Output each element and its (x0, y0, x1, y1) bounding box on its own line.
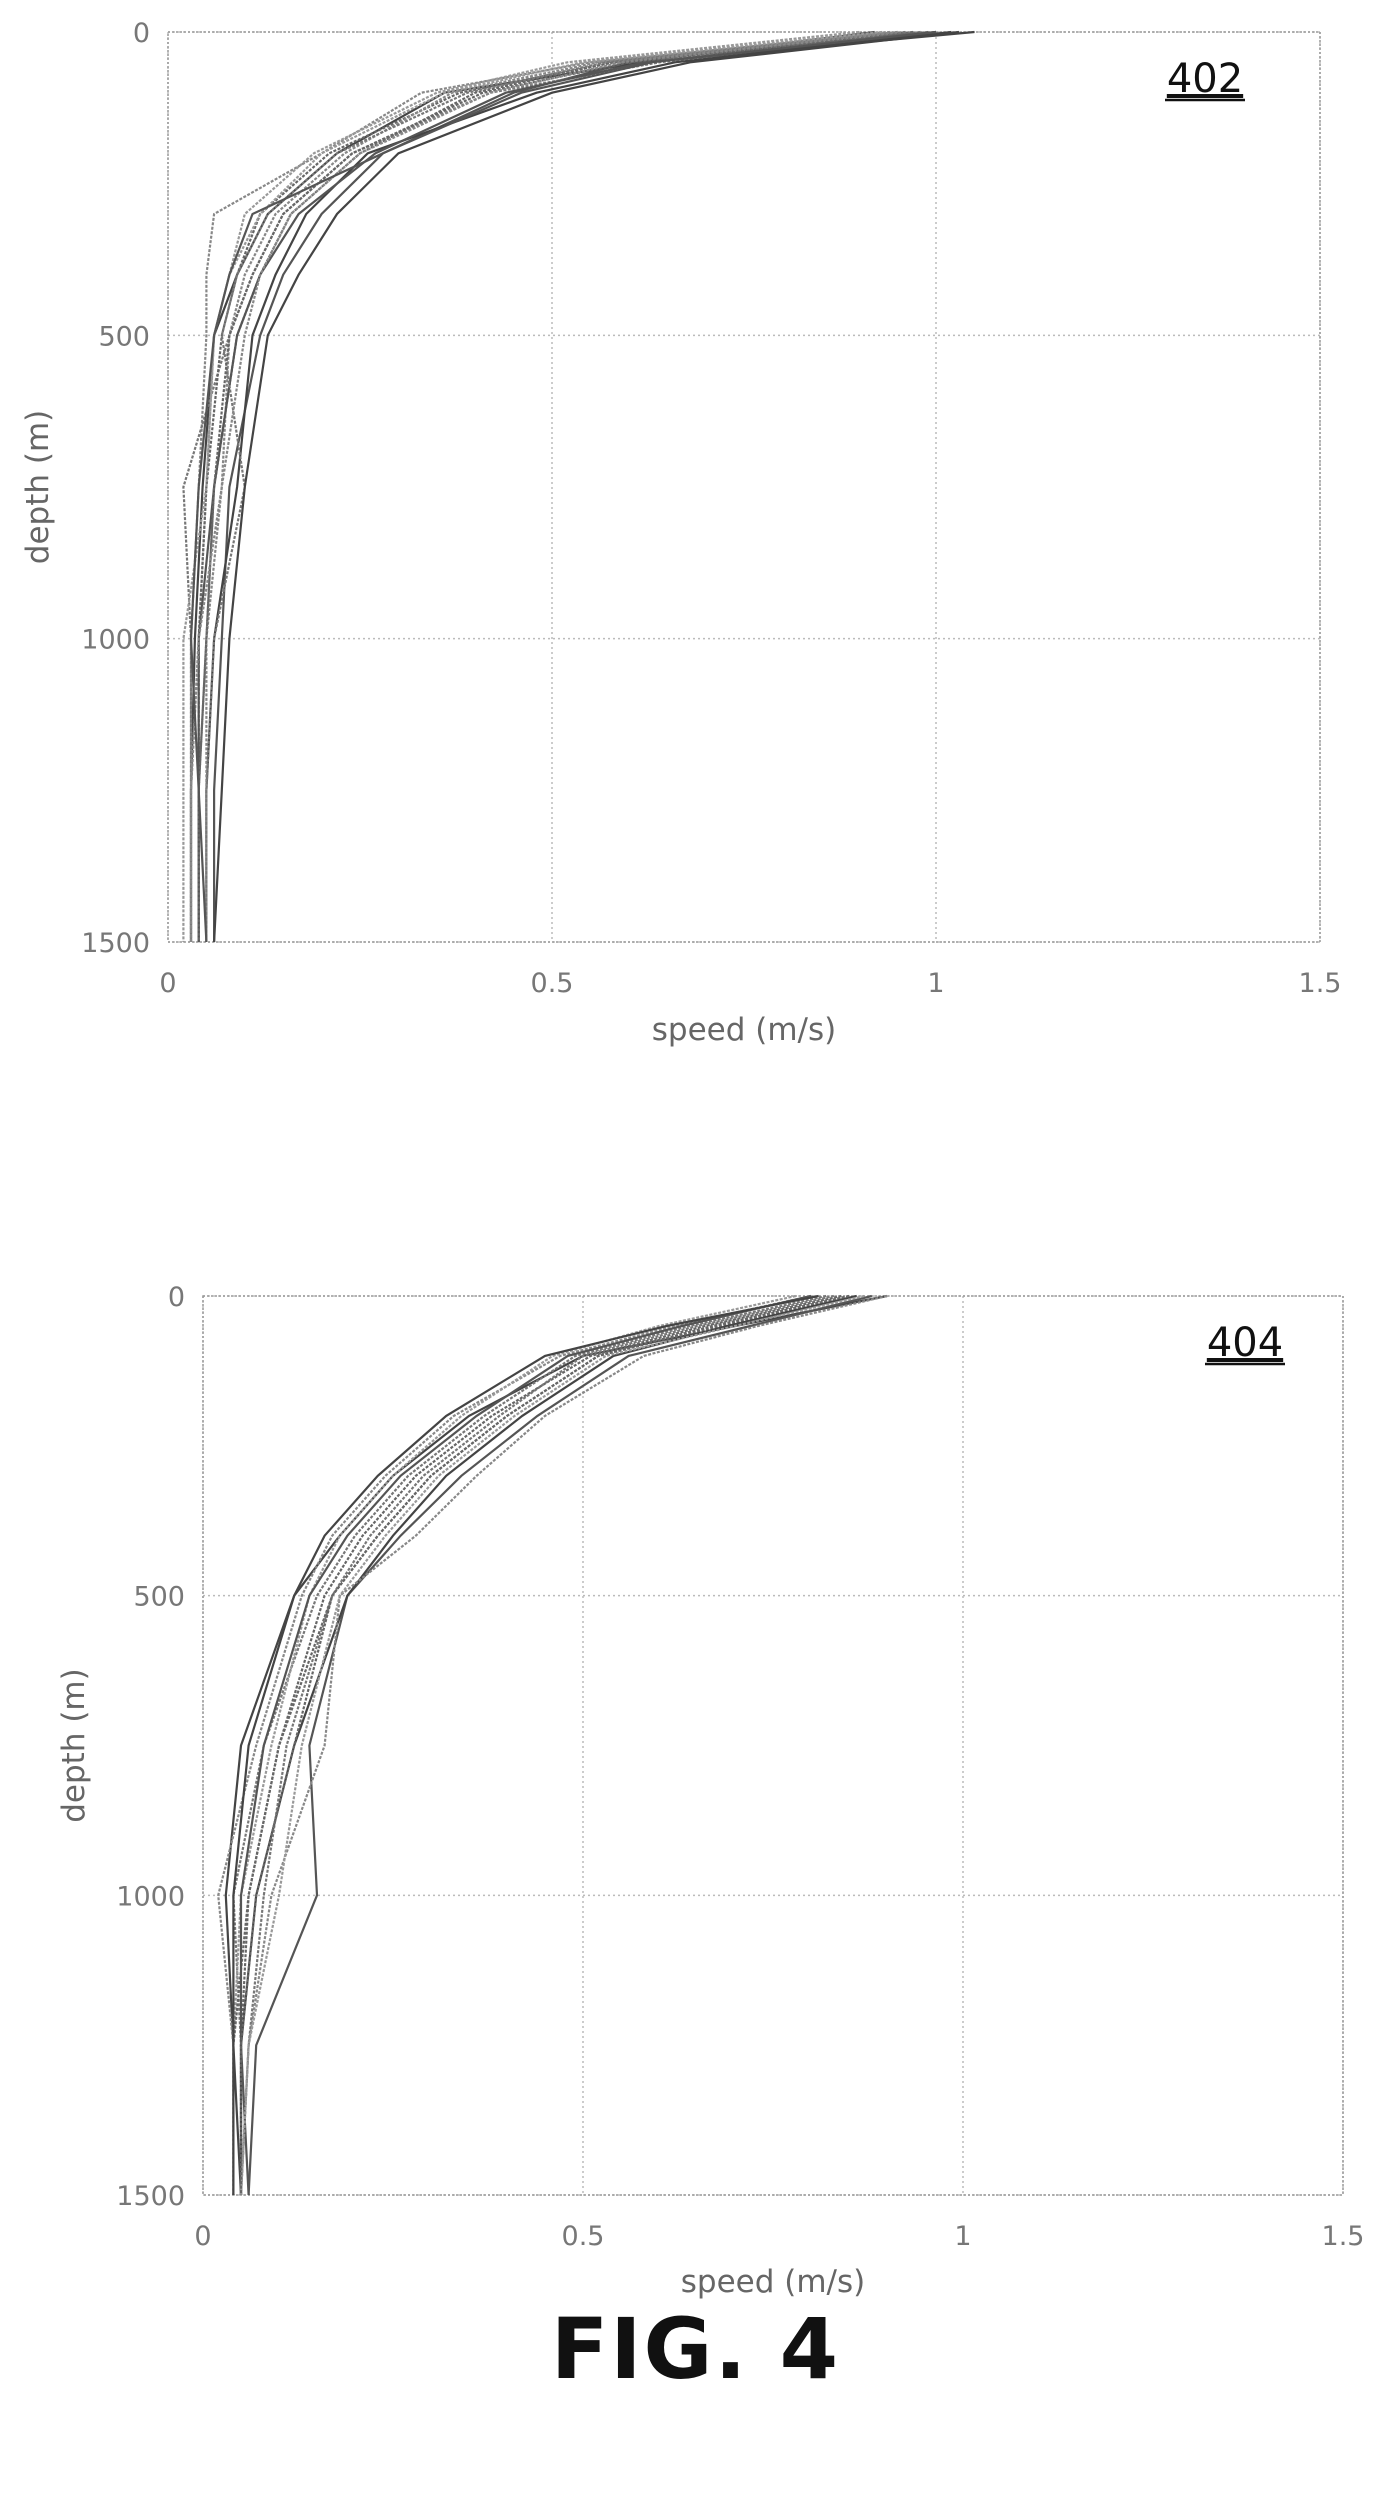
series-group (182, 30, 975, 943)
series-line (189, 30, 975, 942)
grid (167, 31, 1321, 943)
plot-frame (167, 31, 1321, 943)
chart-panel-402: 0 0.5 1 1.5 0 500 1000 1500 speed (m/s) depth (m)… (20, 18, 1341, 1048)
series-line (239, 1294, 835, 2196)
series-line (239, 1294, 888, 2196)
series-line (189, 30, 898, 942)
y-axis-label: depth (m) (20, 410, 56, 564)
series-line (205, 30, 891, 942)
series-line (232, 1294, 797, 2195)
grid (202, 1295, 1344, 2196)
series-line (232, 1294, 842, 2195)
y-tick-label: 0 (133, 18, 150, 49)
x-tick-label: 0.5 (562, 2221, 605, 2252)
series-line (182, 30, 883, 942)
x-tick-label: 0.5 (531, 968, 574, 999)
series-line (239, 1294, 857, 2195)
chart-panel-404: 0 0.5 1 1.5 0 500 1000 1500 speed (m/s) depth (m)… (56, 1282, 1364, 2300)
x-tick-label: 1 (954, 2221, 971, 2252)
series-line (232, 1294, 827, 2195)
y-tick-label: 1000 (81, 625, 150, 656)
panel-reference-number: 402 (1167, 56, 1243, 102)
series-line (217, 1294, 812, 2195)
series-line (197, 30, 937, 942)
plot-frame (202, 1295, 1344, 2196)
y-axis-label: depth (m) (56, 1668, 92, 1822)
figure-caption: FIG. 4 (550, 2300, 841, 2398)
x-axis-label: speed (m/s) (652, 1012, 837, 1048)
series-line (239, 1294, 812, 2196)
x-tick-label: 1.5 (1322, 2221, 1365, 2252)
series-line (232, 1294, 819, 2195)
series-line (205, 30, 906, 942)
x-tick-label: 0 (194, 2221, 211, 2252)
series-line (189, 30, 860, 942)
x-tick-label: 1 (927, 968, 944, 999)
y-tick-label: 1500 (81, 928, 150, 959)
y-tick-label: 1000 (116, 1881, 185, 1912)
x-tick-label: 0 (159, 968, 176, 999)
y-tick-label: 500 (98, 321, 150, 352)
series-line (239, 1294, 850, 2195)
x-tick-label: 1.5 (1299, 968, 1342, 999)
y-tick-label: 500 (133, 1582, 185, 1613)
series-line (213, 30, 960, 943)
y-tick-label: 0 (168, 1282, 185, 1313)
series-line (189, 30, 937, 943)
series-line (239, 1294, 850, 2195)
panel-reference-number: 404 (1207, 1320, 1283, 1366)
series-line (197, 30, 929, 942)
series-line (197, 30, 937, 942)
series-line (239, 1294, 865, 2196)
x-axis-label: speed (m/s) (681, 2264, 866, 2300)
y-tick-label: 1500 (116, 2181, 185, 2212)
series-line (247, 1294, 873, 2196)
series-group (217, 1294, 888, 2196)
